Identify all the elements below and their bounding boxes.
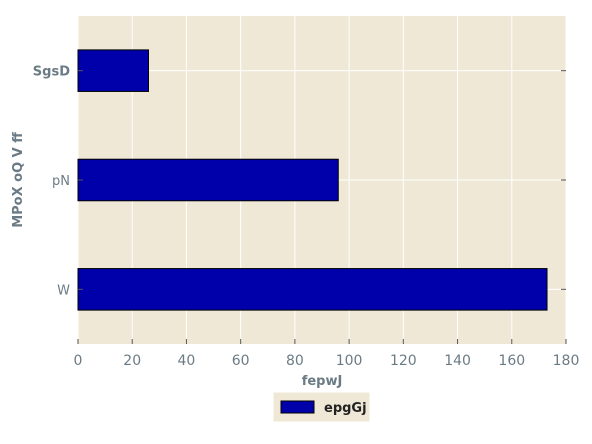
legend-swatch: [280, 400, 315, 414]
x-axis-ticks: 0 20 40 60 80 100 120 140 160 180: [74, 339, 580, 369]
bar-SgsD: [77, 49, 149, 92]
x-tick-label: 80: [286, 353, 304, 369]
x-tick-label: 160: [498, 353, 525, 369]
y-tick-label: SgsD: [33, 65, 70, 80]
bar-W: [77, 268, 548, 311]
y-axis-label: MPoX oQ V ff: [11, 132, 26, 228]
y-tick-label: pN: [52, 174, 70, 189]
x-tick-label: 180: [553, 353, 580, 369]
legend-label: epgGj: [324, 401, 367, 416]
x-tick-label: 40: [178, 353, 196, 369]
x-tick-label: 120: [390, 353, 417, 369]
y-tick-label: W: [57, 283, 70, 298]
x-axis-label: fepwJ: [302, 374, 343, 389]
x-tick-label: 100: [336, 353, 363, 369]
x-tick-label: 20: [123, 353, 141, 369]
bars: [77, 49, 548, 311]
bar-pN: [77, 158, 339, 202]
x-tick-label: 60: [232, 353, 250, 369]
x-tick-label: 0: [74, 353, 83, 369]
x-tick-label: 140: [444, 353, 471, 369]
legend: epgGj: [273, 392, 370, 422]
y-axis-ticks: WpN SgsD: [33, 65, 566, 298]
